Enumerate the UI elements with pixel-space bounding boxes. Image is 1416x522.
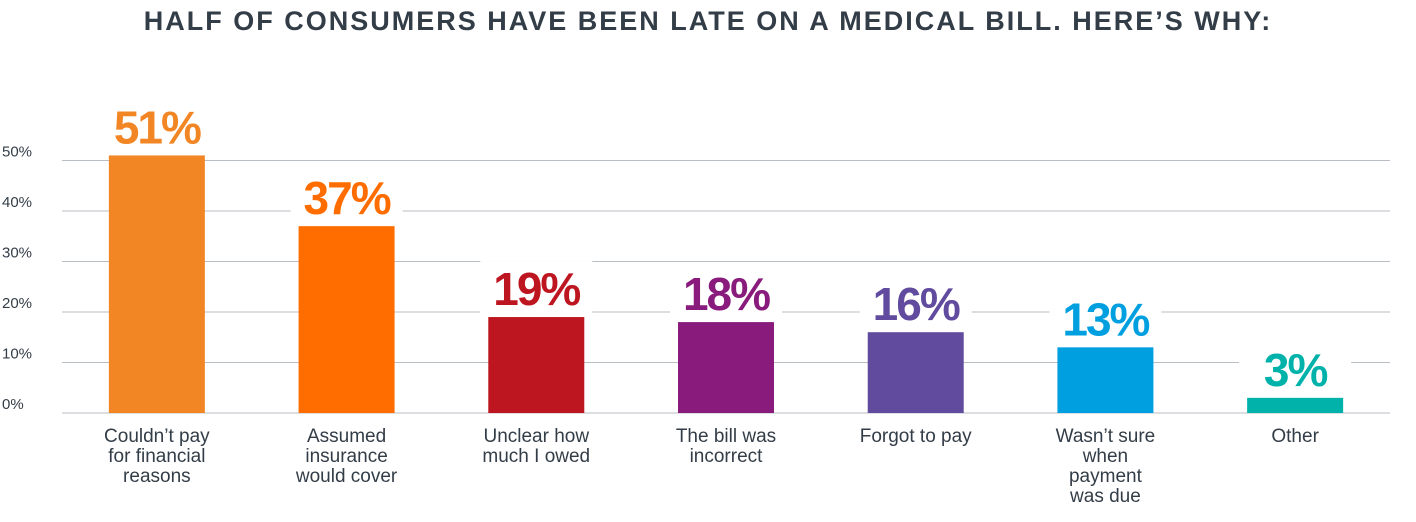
value-label-bg [859,276,972,331]
bar [108,155,205,413]
value-label: 13% [1062,293,1149,345]
value-label: 51% [114,101,201,153]
value-label: 3% [1264,344,1328,396]
value-label: 18% [683,268,770,320]
category-label: Couldn’t pay for financial reasons [104,426,210,487]
bar [867,332,964,413]
y-tick-label: 0% [2,396,24,413]
bar [1057,347,1154,413]
value-label: 37% [304,172,391,224]
value-label-bg [670,266,782,321]
category-label: The bill was incorrect [676,426,776,467]
category-label: Other [1271,426,1319,447]
y-tick-label: 10% [2,346,32,363]
value-label: 16% [873,278,960,330]
bar [678,322,774,413]
value-label: 19% [493,263,580,315]
bar [1247,397,1344,413]
value-label-bg [100,99,213,154]
value-label-bg [480,261,593,316]
category-label: Wasn’t sure when payment was due [1056,426,1156,507]
category-label: Assumed insurance would cover [295,426,398,487]
y-tick-label: 20% [2,295,32,312]
chart-title: HALF OF CONSUMERS HAVE BEEN LATE ON A ME… [143,6,1273,36]
bar [298,226,395,413]
category-label: Unclear how much I owed [482,426,590,467]
value-label-bg [290,170,403,225]
value-label-bg [1049,291,1162,346]
value-label-bg [1239,341,1352,396]
bar [488,317,585,413]
y-tick-label: 50% [2,144,32,161]
category-label: Forgot to pay [860,426,972,447]
y-tick-label: 40% [2,194,32,211]
y-tick-label: 30% [2,245,32,262]
